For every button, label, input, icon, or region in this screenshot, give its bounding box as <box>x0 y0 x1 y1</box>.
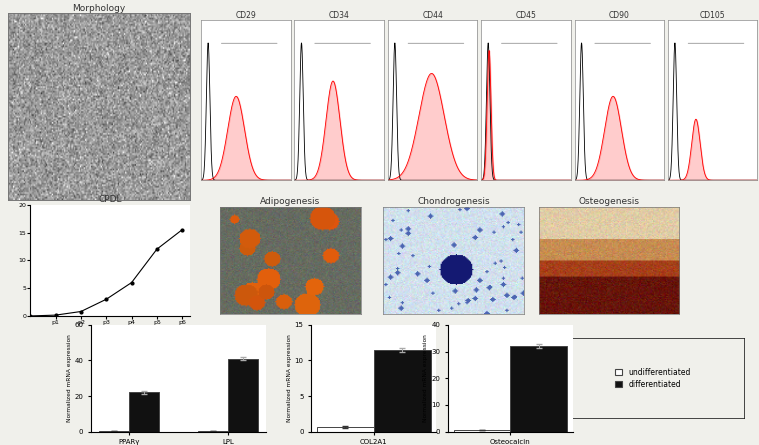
Bar <box>228 359 258 432</box>
Bar <box>317 427 374 432</box>
Bar <box>374 350 431 432</box>
Bar <box>129 392 159 432</box>
Bar <box>510 346 567 432</box>
Title: Chondrogenesis: Chondrogenesis <box>417 197 490 206</box>
Title: CD34: CD34 <box>329 11 350 20</box>
Title: CD105: CD105 <box>700 11 726 20</box>
Bar <box>454 430 510 432</box>
Title: CD45: CD45 <box>515 11 537 20</box>
Title: Morphology: Morphology <box>72 4 125 12</box>
Title: Adipogenesis: Adipogenesis <box>260 197 320 206</box>
Y-axis label: Normalized mRNA expression: Normalized mRNA expression <box>424 334 428 422</box>
Bar <box>198 431 228 432</box>
Title: Osteogenesis: Osteogenesis <box>578 197 640 206</box>
Title: CD44: CD44 <box>422 11 443 20</box>
Y-axis label: Normalized mRNA expression: Normalized mRNA expression <box>67 334 71 422</box>
Bar <box>99 431 129 432</box>
Y-axis label: Normalized mRNA expression: Normalized mRNA expression <box>287 334 291 422</box>
Legend: undifferentiated, differentiated: undifferentiated, differentiated <box>613 365 693 391</box>
Title: CD29: CD29 <box>235 11 257 20</box>
Title: CD90: CD90 <box>609 11 630 20</box>
Title: CPDL: CPDL <box>99 195 121 204</box>
